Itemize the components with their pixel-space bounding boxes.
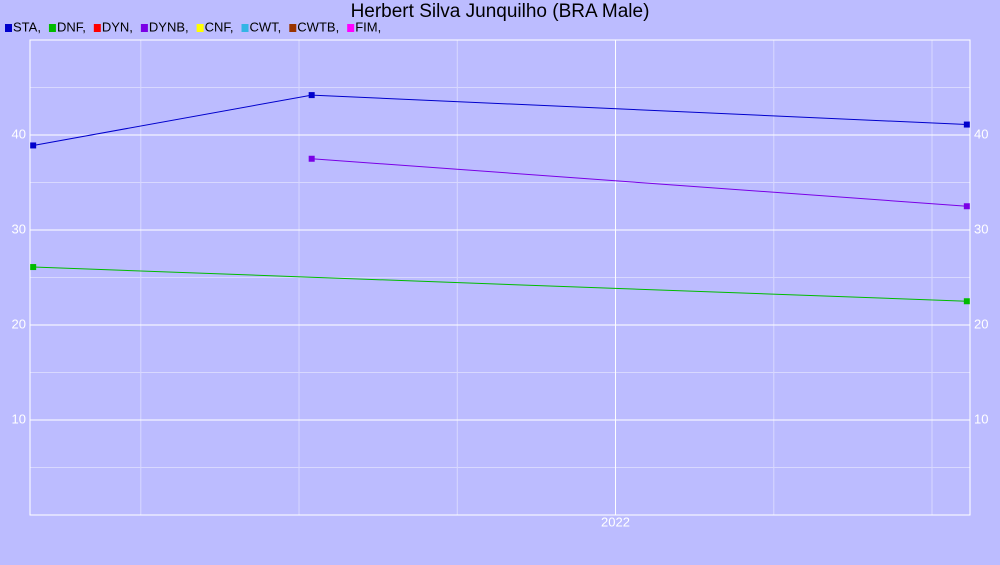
point-marker (308, 92, 315, 99)
point-marker (30, 264, 37, 271)
series-line (33, 266, 967, 302)
legend-label: CWTB, (297, 19, 339, 34)
point-marker (963, 203, 970, 210)
legend-swatch (196, 24, 204, 32)
y-tick-label-right: 40 (974, 126, 988, 141)
legend-swatch (48, 24, 56, 32)
legend-swatch (289, 24, 297, 32)
legend-swatch (140, 24, 148, 32)
legend-swatch (93, 24, 101, 32)
legend-label: FIM, (355, 19, 381, 34)
x-tick-label: 2022 (601, 514, 630, 529)
legend-label: DYN, (102, 19, 133, 34)
point-marker (963, 121, 970, 128)
point-marker (963, 298, 970, 305)
y-tick-label: 40 (12, 126, 26, 141)
legend-swatch (241, 24, 249, 32)
y-tick-label-right: 30 (974, 221, 988, 236)
legend-label: STA, (13, 19, 41, 34)
point-marker (30, 142, 37, 149)
legend-label: DYNB, (149, 19, 189, 34)
legend-label: DNF, (57, 19, 86, 34)
plot-frame (29, 39, 971, 516)
point-marker (308, 155, 315, 162)
legend-label: CNF, (205, 19, 234, 34)
y-tick-label-right: 10 (974, 411, 988, 426)
y-tick-label-right: 20 (974, 316, 988, 331)
legend-label: CWT, (250, 19, 282, 34)
y-tick-label: 30 (12, 221, 26, 236)
chart-title: Herbert Silva Junquilho (BRA Male) (351, 1, 650, 22)
legend-swatch (347, 24, 355, 32)
y-tick-label: 20 (12, 316, 26, 331)
legend-swatch (5, 24, 12, 32)
y-tick-label: 10 (12, 411, 26, 426)
series-line (311, 158, 967, 207)
